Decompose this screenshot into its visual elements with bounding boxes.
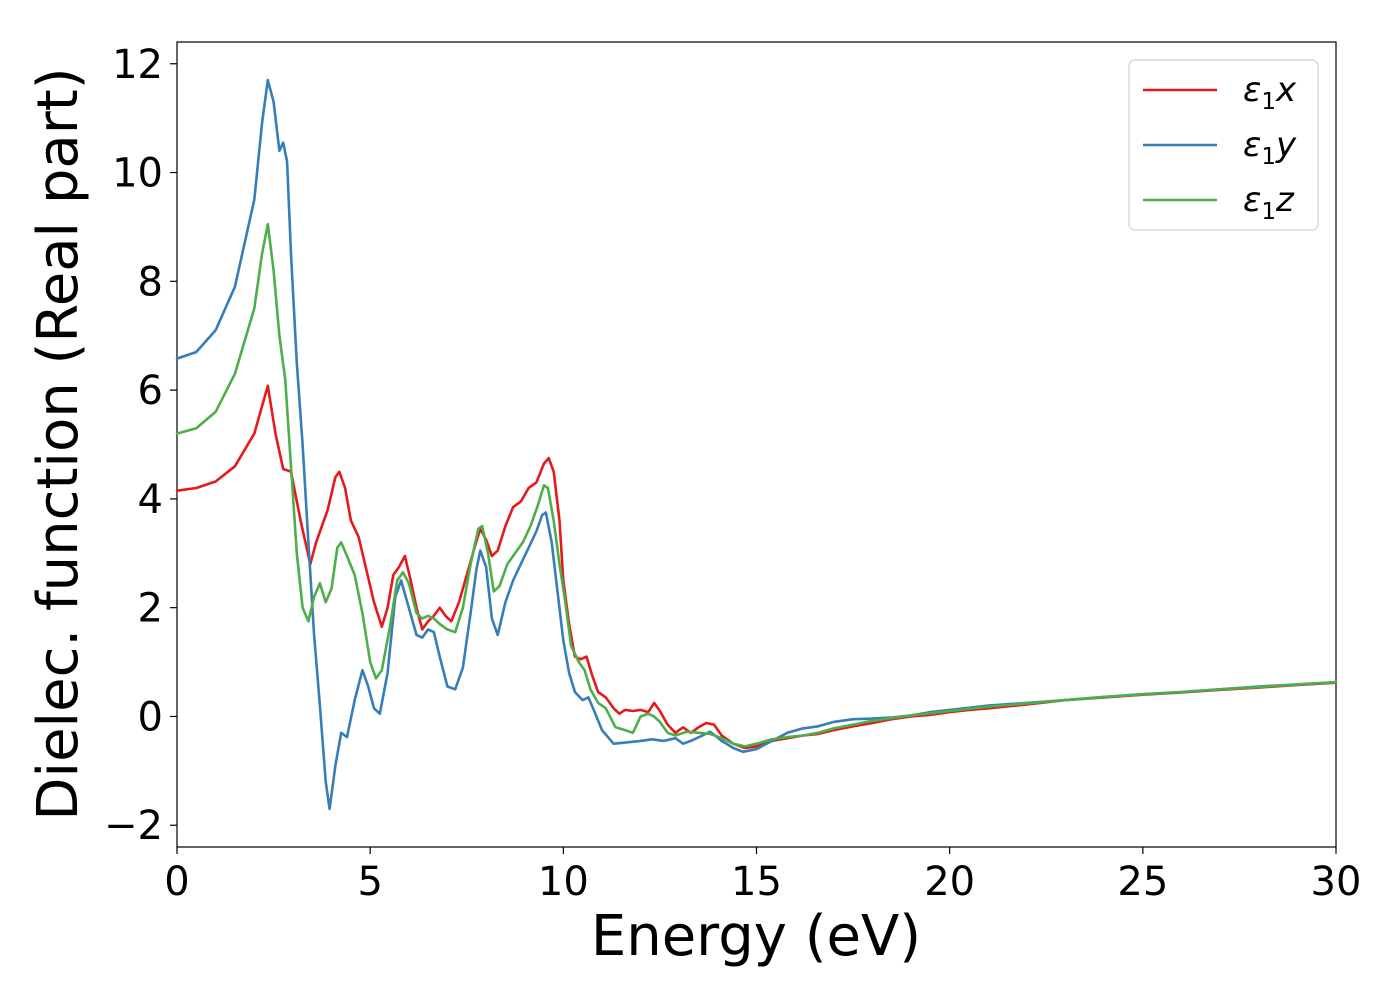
x-tick-label: 10: [538, 859, 589, 905]
series-layer: [175, 78, 1338, 811]
y-tick-label: 0: [138, 694, 163, 740]
y-axis-title: Dielec. function (Real part): [26, 67, 91, 820]
legend-label-x: ε1x: [1243, 70, 1297, 115]
y-tick-label: 6: [138, 368, 163, 414]
x-tick-label: 20: [924, 859, 975, 905]
series-line-y: [175, 78, 1338, 811]
legend-label-z: ε1z: [1243, 180, 1295, 225]
x-axis-title: Energy (eV): [591, 904, 921, 969]
series-line-x: [175, 384, 1338, 750]
x-tick-label: 0: [164, 859, 189, 905]
y-tick-label: 10: [112, 151, 163, 197]
y-tick-label: 2: [138, 586, 163, 632]
x-tick-label: 5: [357, 859, 382, 905]
y-tick-label: 12: [112, 42, 163, 88]
y-tick-label: 4: [138, 477, 163, 523]
series-line-z: [175, 222, 1338, 748]
x-axis: 0 5 10 15 20 25 30: [164, 847, 1361, 905]
y-axis: −2 0 2 4 6 8 10 12: [104, 42, 177, 849]
legend-label-y: ε1y: [1243, 125, 1297, 170]
legend-box: [1128, 59, 1319, 231]
x-tick-label: 25: [1117, 859, 1168, 905]
legend: ε1x ε1y ε1z: [1128, 59, 1319, 231]
y-tick-label: 8: [138, 259, 163, 305]
y-tick-label: −2: [104, 803, 163, 849]
x-tick-label: 15: [731, 859, 782, 905]
x-tick-label: 30: [1311, 859, 1362, 905]
